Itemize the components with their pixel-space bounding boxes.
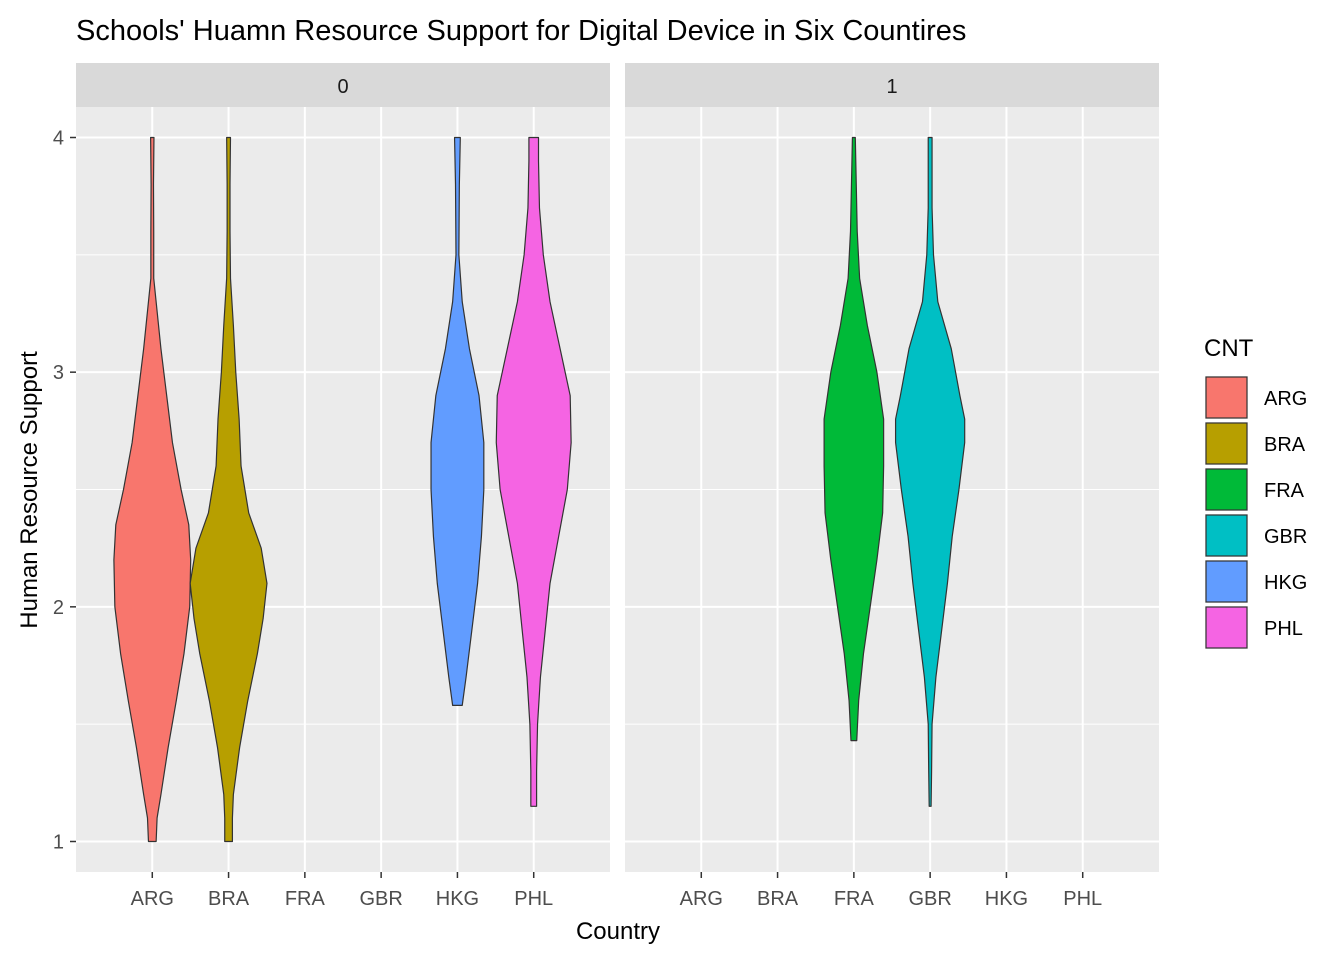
x-axis-title: Country (576, 918, 660, 945)
legend-items: ARG BRA FRA GBR HKG PHL (1205, 376, 1307, 649)
x-tick-label: BRA (757, 888, 799, 910)
y-tick-label: 4 (53, 128, 64, 150)
x-tick-label: FRA (834, 888, 875, 910)
legend-label: ARG (1264, 388, 1307, 410)
violins-0 (113, 136, 572, 843)
y-tick-label: 2 (53, 597, 64, 619)
x-tick-label: ARG (131, 888, 174, 910)
chart-title: Schools' Huamn Resource Support for Digi… (76, 15, 966, 47)
legend-item-bra: BRA (1205, 422, 1306, 465)
x-tick-label: FRA (285, 888, 326, 910)
x-tick-label: PHL (1063, 888, 1102, 910)
legend-swatch (1205, 422, 1248, 465)
legend-item-phl: PHL (1205, 606, 1303, 649)
y-tick-label: 1 (53, 831, 64, 853)
legend-label: BRA (1264, 434, 1306, 456)
facet-strip-1 (625, 63, 1159, 107)
x-tick-label: HKG (436, 888, 479, 910)
violin-phl (495, 136, 572, 807)
x-axis-ticks-0: ARG BRA FRA GBR HKG PHL (131, 872, 553, 910)
legend-label: FRA (1264, 480, 1305, 502)
violin-gbr (894, 136, 966, 807)
violin-arg (113, 136, 192, 843)
legend-item-gbr: GBR (1205, 514, 1307, 557)
violin-hkg (430, 136, 485, 706)
violin-bra (189, 136, 268, 843)
y-axis: 1 2 3 4 (53, 128, 76, 853)
x-tick-label: HKG (985, 888, 1028, 910)
legend-item-arg: ARG (1205, 376, 1307, 419)
x-tick-label: GBR (908, 888, 951, 910)
facet-strip-0 (76, 63, 610, 107)
y-axis-title: Human Resource Support (16, 351, 43, 629)
legend-swatch (1205, 514, 1248, 557)
legend-label: HKG (1264, 572, 1307, 594)
legend-swatch (1205, 468, 1248, 511)
legend-title: CNT (1204, 335, 1254, 362)
violin-fra (823, 136, 885, 742)
violins-1 (823, 136, 966, 807)
y-tick-label: 3 (53, 362, 64, 384)
facet-panel-1: 1 ARG BRA FRA GBR HKG PHL (625, 63, 1159, 910)
legend-swatch (1205, 376, 1248, 419)
facet-panel-0: 0 ARG BRA FRA GBR HKG PHL (76, 63, 610, 910)
legend: CNT ARG BRA FRA GBR HKG PHL (1204, 335, 1307, 649)
x-tick-label: ARG (680, 888, 723, 910)
x-axis-ticks-1: ARG BRA FRA GBR HKG PHL (680, 872, 1102, 910)
legend-label: GBR (1264, 526, 1307, 548)
x-tick-label: PHL (514, 888, 553, 910)
facet-strip-label-0: 0 (337, 76, 348, 98)
facet-strip-label-1: 1 (886, 76, 897, 98)
legend-item-hkg: HKG (1205, 560, 1307, 603)
legend-swatch (1205, 606, 1248, 649)
x-tick-label: GBR (359, 888, 402, 910)
legend-label: PHL (1264, 618, 1303, 640)
legend-item-fra: FRA (1205, 468, 1305, 511)
x-tick-label: BRA (208, 888, 250, 910)
legend-swatch (1205, 560, 1248, 603)
